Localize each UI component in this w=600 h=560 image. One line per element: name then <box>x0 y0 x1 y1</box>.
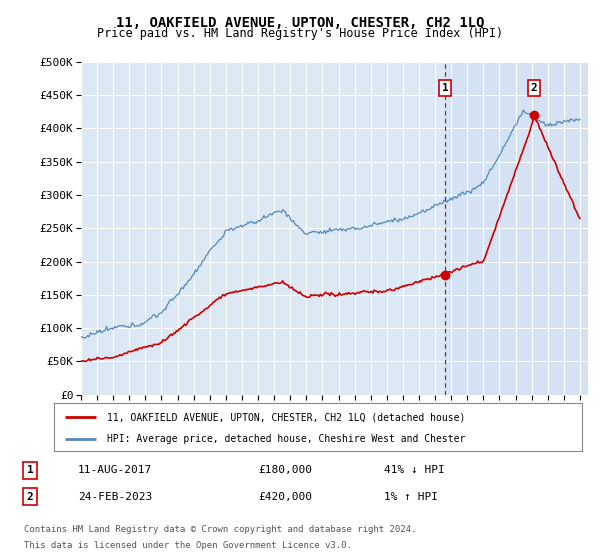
Text: 1% ↑ HPI: 1% ↑ HPI <box>384 492 438 502</box>
Text: Contains HM Land Registry data © Crown copyright and database right 2024.: Contains HM Land Registry data © Crown c… <box>24 525 416 534</box>
Text: £180,000: £180,000 <box>258 465 312 475</box>
Text: HPI: Average price, detached house, Cheshire West and Chester: HPI: Average price, detached house, Ches… <box>107 434 465 444</box>
Text: 2: 2 <box>26 492 34 502</box>
Bar <box>445 62 588 395</box>
Text: 24-FEB-2023: 24-FEB-2023 <box>78 492 152 502</box>
Text: 2: 2 <box>531 83 538 94</box>
Text: Price paid vs. HM Land Registry's House Price Index (HPI): Price paid vs. HM Land Registry's House … <box>97 27 503 40</box>
Text: £420,000: £420,000 <box>258 492 312 502</box>
Text: 41% ↓ HPI: 41% ↓ HPI <box>384 465 445 475</box>
Text: 11-AUG-2017: 11-AUG-2017 <box>78 465 152 475</box>
Text: This data is licensed under the Open Government Licence v3.0.: This data is licensed under the Open Gov… <box>24 542 352 550</box>
Text: 1: 1 <box>442 83 448 94</box>
Text: 11, OAKFIELD AVENUE, UPTON, CHESTER, CH2 1LQ (detached house): 11, OAKFIELD AVENUE, UPTON, CHESTER, CH2… <box>107 413 465 422</box>
Text: 11, OAKFIELD AVENUE, UPTON, CHESTER, CH2 1LQ: 11, OAKFIELD AVENUE, UPTON, CHESTER, CH2… <box>116 16 484 30</box>
Text: 1: 1 <box>26 465 34 475</box>
